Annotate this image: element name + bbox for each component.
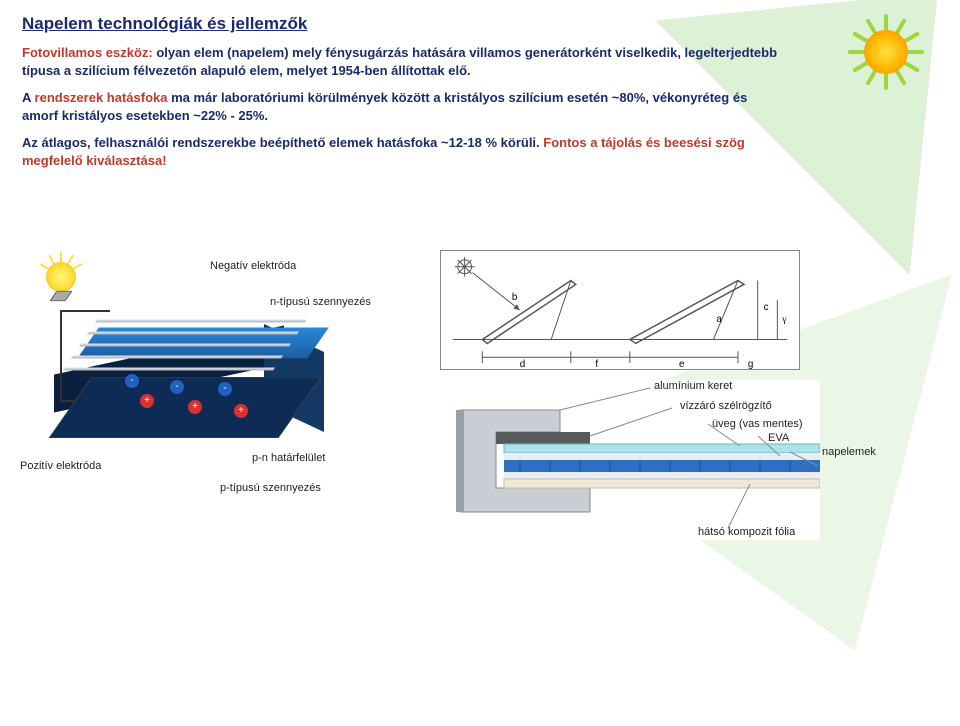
p3-a: Az átlagos, felhasználói rendszerekbe be… xyxy=(22,135,543,150)
sun-icon xyxy=(852,18,920,86)
label-pos-electrode: Pozitív elektróda xyxy=(20,460,101,472)
label-eva: EVA xyxy=(768,432,789,444)
geom-c: c xyxy=(764,302,769,313)
geom-d: d xyxy=(520,359,525,369)
geom-e: e xyxy=(679,359,685,369)
geom-a: a xyxy=(716,314,722,325)
label-junction: p-n határfelület xyxy=(252,452,325,464)
paragraph-3: Az átlagos, felhasználói rendszerekbe be… xyxy=(22,134,782,169)
geom-f: f xyxy=(595,359,598,369)
geom-g: g xyxy=(748,359,753,369)
text-content: Napelem technológiák és jellemzők Fotovi… xyxy=(22,14,782,179)
label-p-dope: p-típusú szennyezés xyxy=(220,482,321,494)
label-cells: napelemek xyxy=(822,446,876,458)
diagram-area: - + - + - + Negatív elektróda n-típusú s… xyxy=(20,260,940,535)
paragraph-2: A rendszerek hatásfoka ma már laboratóri… xyxy=(22,89,782,124)
label-alu: alumínium keret xyxy=(654,380,732,392)
label-back: hátsó kompozit fólia xyxy=(698,526,795,538)
label-sealant: vízzáró szélrögzítő xyxy=(680,400,772,412)
geom-b: b xyxy=(512,292,518,303)
p2-pre: A xyxy=(22,90,35,105)
paragraph-1: Fotovillamos eszköz: olyan elem (napelem… xyxy=(22,44,782,79)
page-title: Napelem technológiák és jellemzők xyxy=(22,14,782,34)
label-glass: üveg (vas mentes) xyxy=(712,418,802,430)
p2-hl: rendszerek hatásfoka xyxy=(35,90,168,105)
p1-lead: Fotovillamos eszköz: xyxy=(22,45,153,60)
tilt-geometry-diagram: b a c γ d f e g xyxy=(440,250,800,370)
label-n-dope: n-típusú szennyezés xyxy=(270,296,371,308)
label-neg-electrode: Negatív elektróda xyxy=(210,260,296,272)
geom-gamma: γ xyxy=(781,314,787,325)
